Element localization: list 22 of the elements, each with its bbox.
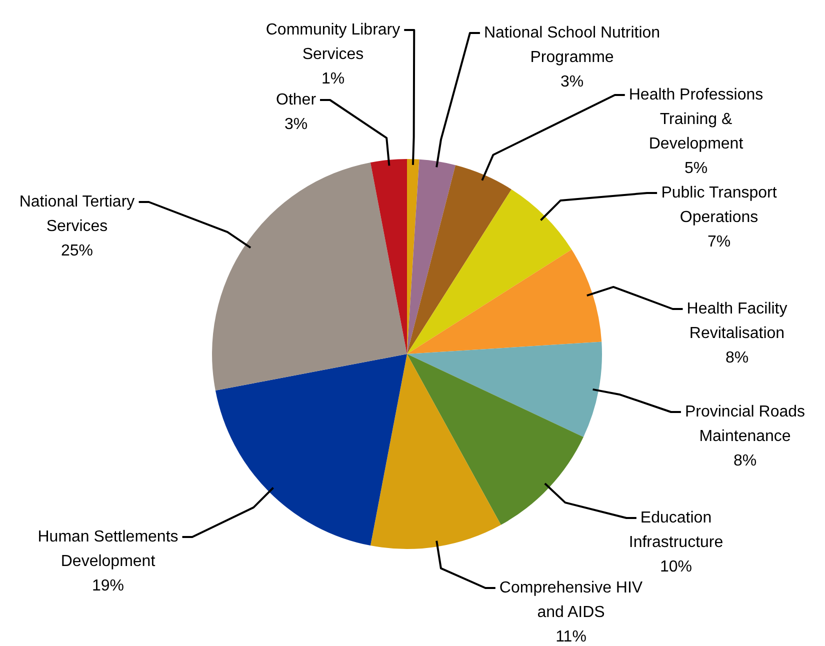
slice-label: Provincial Roads Maintenance (684, 403, 806, 445)
data-label: 8% (733, 452, 757, 470)
data-label: 5% (684, 160, 708, 177)
data-label: 10% (660, 558, 692, 576)
slice-label: Health Professions Training & Development (628, 86, 764, 152)
slice-label: National Tertiary Services (19, 193, 135, 235)
slice-label: Education Infrastructure (628, 509, 724, 551)
data-label: 19% (92, 577, 124, 594)
data-label: 8% (725, 349, 749, 366)
slice-label: Comprehensive HIV and AIDS (499, 579, 643, 621)
data-label: 25% (60, 242, 94, 260)
data-label: 1% (321, 70, 345, 88)
slice-label: Health Facility Revitalisation (686, 300, 788, 342)
data-label: 7% (707, 233, 731, 250)
data-label: 3% (560, 73, 584, 90)
slice-label: Human Settlements Development (38, 528, 178, 570)
data-label: 3% (284, 116, 308, 133)
slice-label: Public Transport Operations (661, 184, 778, 226)
slice-label: Community Library Services (266, 21, 400, 63)
slice-label: National School Nutrition Programme (484, 24, 660, 66)
data-label: 11% (556, 628, 586, 646)
slice-label: Other (276, 91, 317, 108)
